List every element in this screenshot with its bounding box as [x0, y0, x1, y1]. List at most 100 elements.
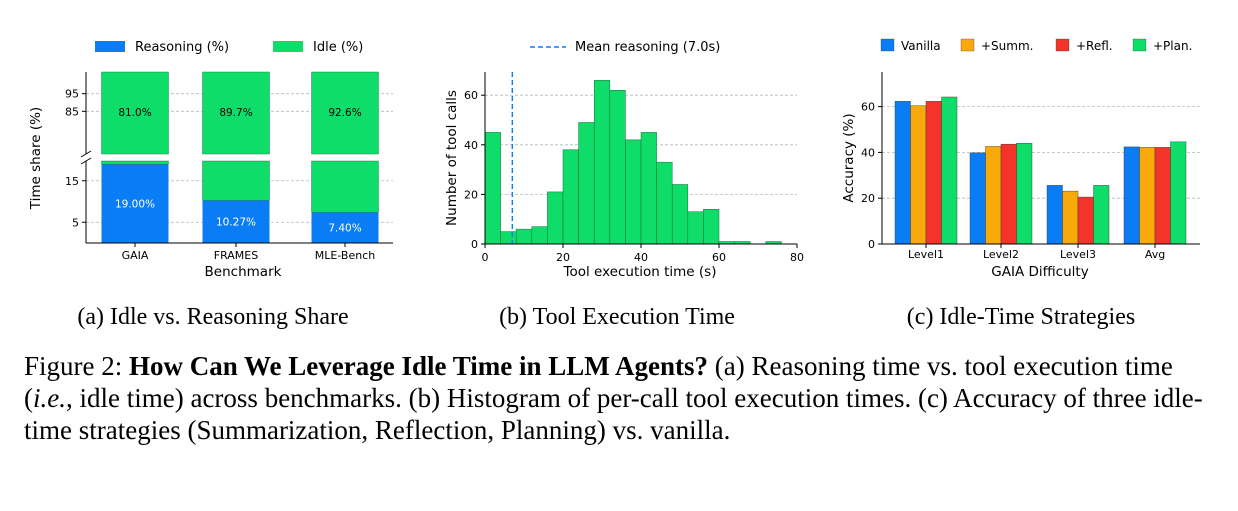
a-label-reasoning: 19.00%: [115, 199, 155, 211]
panel-c-legend: Vanilla +Summ. +Refl. +Plan.: [880, 38, 1192, 53]
subcaption-b: (b) Tool Execution Time: [499, 304, 735, 330]
panel-c-ylabel: Accuracy (%): [841, 113, 857, 202]
b-hist-bar: [578, 122, 595, 245]
a-bar-reasoning: [101, 164, 169, 243]
a-legend-label-idle: Idle (%): [313, 40, 363, 55]
caption-text-2: , idle time) across benchmarks. (b) Hist…: [24, 383, 1203, 445]
c-legend-label: +Plan.: [1153, 39, 1192, 53]
b-legend-label-mean: Mean reasoning (7.0s): [575, 40, 720, 55]
b-xtick-label: 80: [790, 251, 804, 264]
a-legend-swatch-idle: [273, 41, 303, 52]
subcaption-a: (a) Idle vs. Reasoning Share: [77, 304, 348, 330]
a-label-reasoning: 10.27%: [216, 217, 256, 229]
c-legend-label: +Summ.: [981, 39, 1033, 53]
a-label-reasoning: 7.40%: [328, 223, 361, 235]
b-hist-bar: [609, 89, 626, 245]
b-hist-bar: [484, 132, 501, 245]
c-bar-vanilla: [894, 101, 911, 245]
b-hist-bar: [515, 228, 533, 245]
panel-c-xlabel: GAIA Difficulty: [991, 264, 1088, 280]
b-hist-bar: [640, 132, 657, 245]
c-bar-vanilla: [1123, 146, 1140, 245]
b-hist-bar: [703, 209, 720, 245]
a-legend-label-reasoning: Reasoning (%): [135, 40, 229, 55]
a-bar-idle-upper: [311, 71, 379, 155]
c-xtick-label: Level1: [908, 248, 944, 261]
a-bar-idle-lower: [202, 160, 270, 201]
c-bar-refl: [1154, 147, 1171, 245]
c-bar-refl: [925, 101, 942, 245]
caption-ie: i.e.: [33, 383, 66, 413]
a-bar-idle-upper: [101, 71, 169, 155]
a-xtick-label: MLE-Bench: [315, 249, 375, 262]
panel-a-legend: Reasoning (%) Idle (%): [95, 40, 363, 55]
a-ytick-label: 5: [72, 216, 79, 229]
c-bar-refl: [1000, 143, 1017, 245]
c-ytick-label: 0: [868, 238, 875, 251]
b-ytick-label: 0: [471, 238, 478, 251]
caption-text-1: (a) Reasoning time vs. tool execution ti…: [24, 351, 1173, 413]
a-xtick-label: FRAMES: [214, 249, 258, 262]
b-ytick-label: 60: [464, 89, 478, 102]
a-bar-idle-lower: [311, 160, 379, 213]
panel-a-xlabel: Benchmark: [205, 264, 282, 280]
c-ytick-label: 20: [861, 192, 875, 205]
panel-b-ylabel: Number of tool calls: [444, 90, 460, 226]
a-axis-break-mark: [80, 150, 92, 158]
panel-b-xlabel: Tool execution time (s): [563, 264, 717, 280]
a-ytick-label: 95: [65, 88, 79, 101]
a-bar-reasoning: [202, 200, 270, 243]
a-ytick-label: 15: [65, 175, 79, 188]
c-xtick-label: Level2: [983, 248, 1019, 261]
b-hist-bar: [625, 139, 642, 245]
c-legend-label: +Refl.: [1076, 39, 1113, 53]
c-bar-plan: [1016, 143, 1033, 245]
b-xtick-label: 60: [712, 251, 726, 264]
c-bar-refl: [1077, 196, 1094, 245]
a-bar-reasoning: [311, 212, 379, 243]
panel-b-legend: Mean reasoning (7.0s): [530, 40, 720, 55]
b-hist-bar: [531, 226, 548, 245]
caption-label: Figure 2:: [24, 351, 129, 381]
c-ytick-label: 60: [861, 101, 875, 114]
c-legend-swatch: [1132, 38, 1147, 52]
b-xtick-label: 20: [556, 251, 570, 264]
c-legend-swatch: [880, 38, 895, 52]
panel-c-chart: Level1 Level2 Level3 Avg 0 20 40 60 Vanilla +Sum…: [841, 38, 1200, 280]
panel-a-ylabel: Time share (%): [28, 107, 44, 210]
c-xtick-label: Level3: [1060, 248, 1096, 261]
c-bar-plan: [941, 96, 958, 245]
a-label-idle: 89.7%: [219, 107, 252, 119]
c-bar-vanilla: [969, 152, 986, 245]
c-bar-summ: [1139, 147, 1156, 245]
a-ytick-label: 85: [65, 105, 79, 118]
c-legend-swatch: [960, 38, 975, 52]
subcaption-c: (c) Idle-Time Strategies: [907, 304, 1135, 330]
c-bar-plan: [1093, 185, 1110, 245]
a-legend-swatch-reasoning: [95, 41, 125, 52]
c-ytick-label: 40: [861, 146, 875, 159]
figure-caption: Figure 2: How Can We Leverage Idle Time …: [24, 350, 1216, 446]
a-xtick-label: GAIA: [122, 249, 149, 262]
c-bar-summ: [985, 146, 1002, 245]
c-legend-swatch: [1055, 38, 1070, 52]
caption-title: How Can We Leverage Idle Time in LLM Age…: [129, 351, 709, 381]
panel-b-chart: 0 20 40 60 80 0 20 40 60 Mean reasoning (7.0s) T…: [444, 40, 804, 280]
b-hist-bar: [656, 161, 673, 245]
b-hist-bar: [562, 149, 579, 245]
c-bar-summ: [910, 105, 927, 245]
b-hist-bar: [547, 191, 564, 245]
a-label-idle: 92.6%: [328, 107, 361, 119]
a-label-idle: 81.0%: [118, 107, 151, 119]
c-bar-plan: [1170, 141, 1187, 245]
b-hist-bar: [687, 211, 704, 245]
a-bar-idle-upper: [202, 71, 270, 155]
b-hist-bar: [671, 184, 689, 245]
c-xtick-label: Avg: [1145, 248, 1165, 261]
b-xtick-label: 40: [634, 251, 648, 264]
b-ytick-label: 20: [464, 188, 478, 201]
b-xtick-label: 0: [482, 251, 489, 264]
b-hist-bar: [500, 231, 517, 245]
b-hist-bar: [593, 80, 611, 245]
